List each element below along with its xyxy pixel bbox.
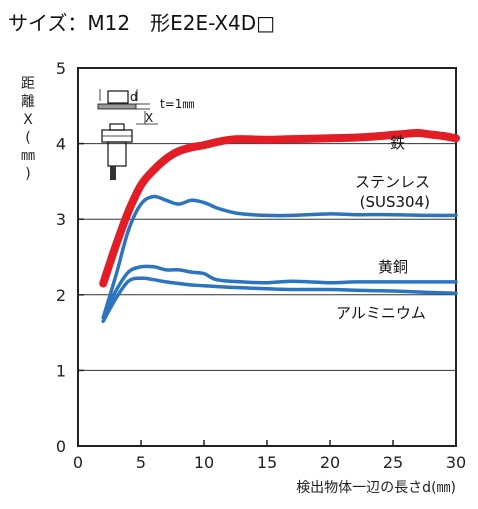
- series-label-2: 黄銅: [378, 258, 408, 276]
- series-line-2: [101, 264, 458, 320]
- y-tick-label: 1: [56, 361, 66, 380]
- y-tick-label: 2: [56, 286, 66, 305]
- target-square: [107, 90, 129, 104]
- y-ticks: 0 1 2 3 4 5: [56, 59, 84, 456]
- chart-title: サイズ：M12 形E2E-X4D□: [8, 11, 275, 35]
- sensor-head: [109, 123, 125, 131]
- x-tick-label: 15: [257, 453, 277, 472]
- x-tick-label: 5: [136, 453, 146, 472]
- y-tick-label: 4: [56, 135, 66, 154]
- x-ticks: 0 5 10 15 20 25 30 検出物体一辺の長さd(㎜): [73, 440, 466, 496]
- x-axis-label: 検出物体一辺の長さd(㎜): [296, 480, 456, 496]
- sensor-cable: [110, 166, 116, 180]
- series-label-3: アルミニウム: [336, 304, 426, 322]
- y-axis-label-char: 離: [21, 93, 35, 110]
- target-plate: [97, 103, 137, 110]
- x-tick-label: 0: [73, 453, 83, 472]
- y-axis-label: 距離X ( ㎜): [21, 76, 35, 182]
- x-tick-label: 20: [320, 453, 340, 472]
- y-axis-label-char: ㎜: [21, 148, 35, 164]
- series-label-0: 鉄: [390, 134, 405, 152]
- sensor-diagram: d t=1㎜ X: [97, 89, 194, 180]
- x-label: X: [145, 111, 153, 125]
- series-line-1: [101, 194, 458, 320]
- y-axis-label-char: (: [25, 130, 30, 146]
- y-tick-label: 0: [56, 437, 66, 456]
- y-axis-label-char: 距: [21, 76, 35, 92]
- sensor-body: [107, 141, 127, 167]
- x-tick-label: 30: [446, 453, 466, 472]
- y-tick-label: 3: [56, 210, 66, 229]
- y-axis-label-char: ): [25, 166, 30, 182]
- d-label: d: [130, 90, 138, 104]
- series-label-1: ステンレス: [355, 173, 430, 191]
- y-tick-label: 5: [56, 59, 66, 78]
- y-axis-label-char: X: [23, 112, 33, 128]
- plot-frame: [77, 67, 457, 447]
- series-sublabel-1: (SUS304): [360, 193, 430, 211]
- series-line-0: [99, 128, 460, 288]
- series-line-3: [101, 276, 458, 324]
- x-tick-label: 25: [383, 453, 403, 472]
- t-label: t=1㎜: [160, 97, 194, 111]
- x-tick-label: 10: [194, 453, 214, 472]
